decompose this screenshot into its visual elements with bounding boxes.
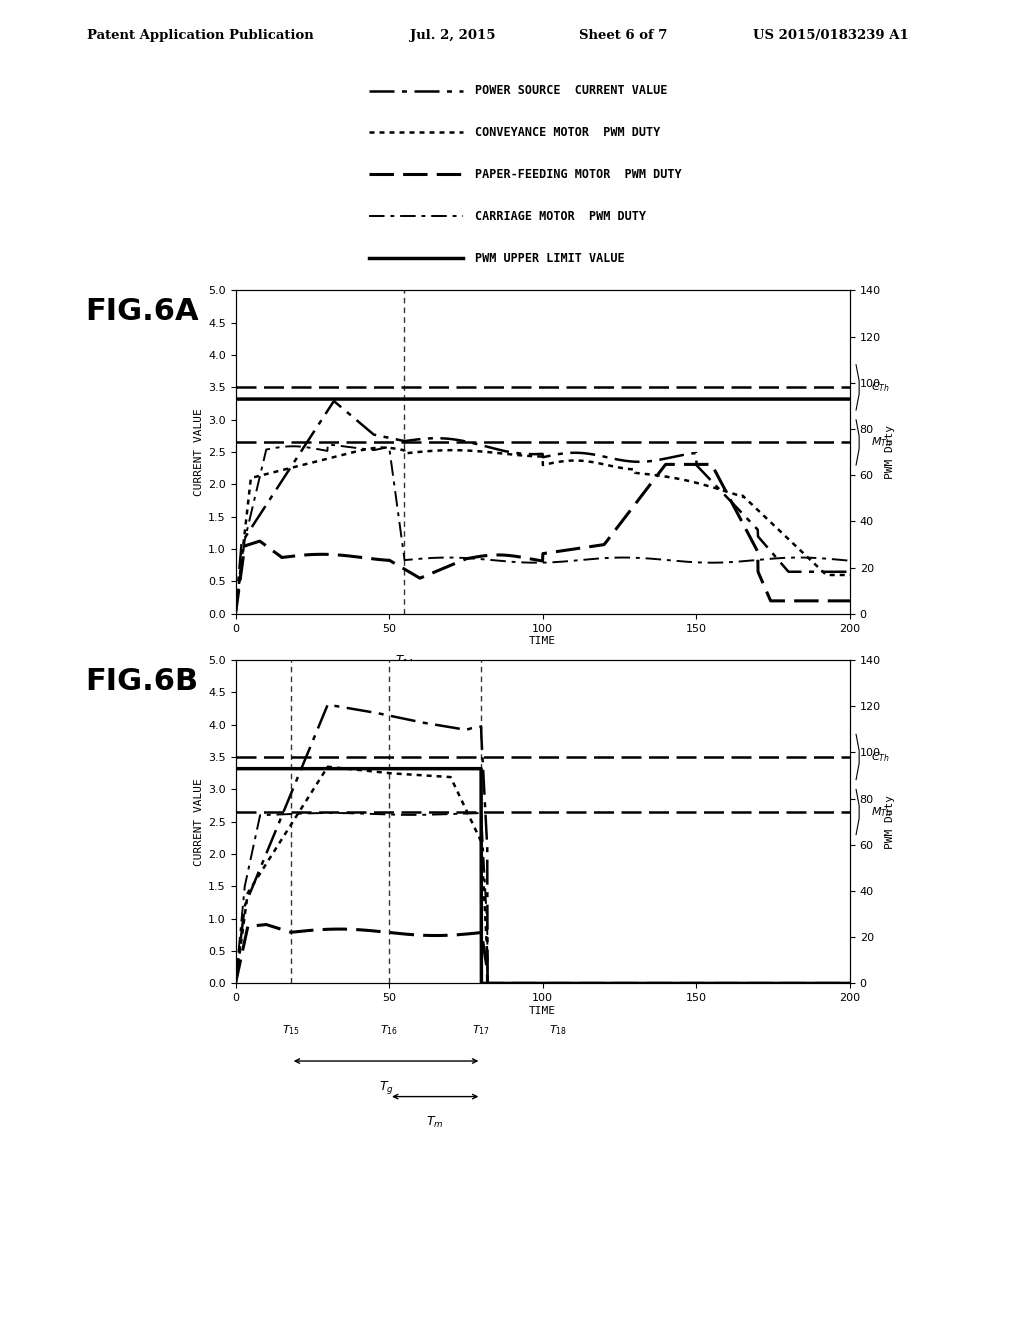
Text: $T_m$: $T_m$ — [426, 1114, 444, 1130]
Text: FIG.6A: FIG.6A — [85, 297, 199, 326]
Text: Jul. 2, 2015: Jul. 2, 2015 — [410, 29, 495, 42]
Y-axis label: PWM Duty: PWM Duty — [885, 795, 895, 849]
Y-axis label: CURRENT VALUE: CURRENT VALUE — [194, 777, 204, 866]
Text: $C_{Th}$: $C_{Th}$ — [871, 380, 890, 395]
Text: US 2015/0183239 A1: US 2015/0183239 A1 — [753, 29, 908, 42]
Text: $M_{Th}$: $M_{Th}$ — [871, 805, 892, 818]
Text: Sheet 6 of 7: Sheet 6 of 7 — [579, 29, 667, 42]
Text: POWER SOURCE  CURRENT VALUE: POWER SOURCE CURRENT VALUE — [475, 84, 668, 98]
Text: PWM UPPER LIMIT VALUE: PWM UPPER LIMIT VALUE — [475, 252, 625, 265]
Text: FIG.6B: FIG.6B — [85, 667, 198, 696]
Text: $T_{14}$: $T_{14}$ — [395, 653, 414, 669]
Text: CONVEYANCE MOTOR  PWM DUTY: CONVEYANCE MOTOR PWM DUTY — [475, 125, 660, 139]
Text: $T_{15}$: $T_{15}$ — [282, 1023, 300, 1038]
Text: $T_g$: $T_g$ — [379, 1080, 393, 1096]
Text: $T_{16}$: $T_{16}$ — [380, 1023, 398, 1038]
Y-axis label: CURRENT VALUE: CURRENT VALUE — [194, 408, 204, 496]
X-axis label: TIME: TIME — [529, 1006, 556, 1016]
Y-axis label: PWM Duty: PWM Duty — [885, 425, 895, 479]
Text: $C_{Th}$: $C_{Th}$ — [871, 750, 890, 764]
Text: CARRIAGE MOTOR  PWM DUTY: CARRIAGE MOTOR PWM DUTY — [475, 210, 646, 223]
X-axis label: TIME: TIME — [529, 636, 556, 647]
Text: $T_{18}$: $T_{18}$ — [549, 1023, 567, 1038]
Text: PAPER-FEEDING MOTOR  PWM DUTY: PAPER-FEEDING MOTOR PWM DUTY — [475, 168, 682, 181]
Text: Patent Application Publication: Patent Application Publication — [87, 29, 313, 42]
Text: $T_{17}$: $T_{17}$ — [472, 1023, 490, 1038]
Text: $M_{Th}$: $M_{Th}$ — [871, 436, 892, 449]
